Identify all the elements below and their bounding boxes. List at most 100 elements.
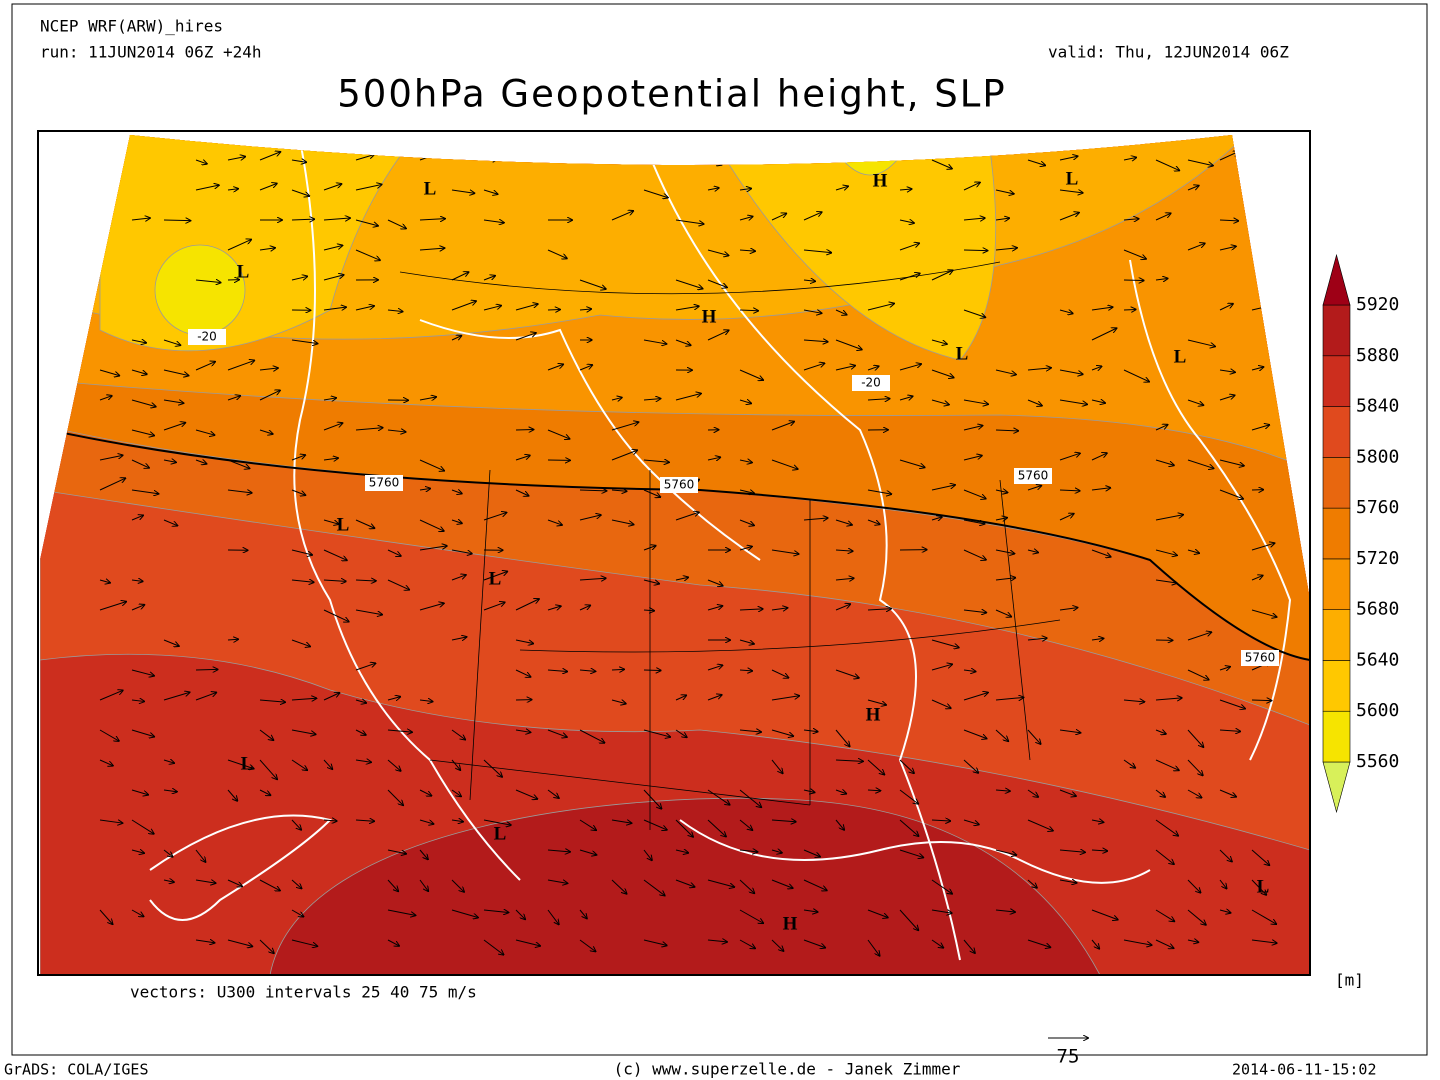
wind-vector xyxy=(867,519,880,524)
wind-vector xyxy=(1123,700,1144,702)
wind-vector xyxy=(611,490,626,491)
wind-vector xyxy=(1155,730,1166,734)
wind-vector xyxy=(867,366,879,370)
wind-vector xyxy=(163,639,179,646)
coastline xyxy=(1129,259,1292,761)
wind-vector xyxy=(931,485,955,491)
wind-vector xyxy=(323,549,347,560)
wind-vector xyxy=(1059,880,1077,883)
wind-vector xyxy=(963,250,987,251)
wind-vector xyxy=(259,184,277,191)
contour-label-box xyxy=(1241,650,1279,666)
wind-vector xyxy=(323,398,336,400)
wind-vector xyxy=(163,692,189,701)
wind-vector xyxy=(611,519,633,525)
colorbar-label: 5720 xyxy=(1356,548,1399,569)
wind-vector xyxy=(643,546,656,551)
wind-vector xyxy=(387,549,401,556)
wind-vector xyxy=(803,879,827,890)
wind-vector xyxy=(1187,940,1198,942)
wind-vector xyxy=(579,365,592,371)
colorbar-high xyxy=(1322,253,1351,306)
wind-vector xyxy=(707,249,728,255)
colorbar-box xyxy=(1322,304,1351,357)
wind-vector xyxy=(1187,459,1214,468)
wind-vector xyxy=(355,580,376,581)
wind-vector xyxy=(835,604,850,611)
pressure-center: H xyxy=(702,306,717,327)
wind-vector xyxy=(611,879,626,894)
wind-vector xyxy=(1059,850,1085,852)
wind-vector xyxy=(451,789,461,796)
wind-vector xyxy=(995,849,1016,855)
wind-vector xyxy=(259,879,280,891)
contour-label: -20 xyxy=(861,376,881,390)
wind-vector xyxy=(1059,399,1087,404)
wind-vector xyxy=(163,760,174,763)
wind-vector xyxy=(1251,543,1274,551)
wind-vector xyxy=(579,279,606,289)
wind-vector xyxy=(643,849,652,860)
wind-vector xyxy=(1187,399,1203,405)
wind-vector xyxy=(995,218,1009,220)
wind-vector xyxy=(1123,759,1135,768)
wind-vector xyxy=(675,695,686,701)
pressure-center: H xyxy=(873,170,888,191)
timestamp: 2014-06-11-15:02 xyxy=(1232,1061,1377,1079)
wind-vector xyxy=(803,790,814,792)
wind-vector xyxy=(995,578,1015,580)
wind-vector xyxy=(931,910,952,913)
wind-vector xyxy=(547,879,567,883)
wind-vector xyxy=(963,519,984,524)
wind-vector xyxy=(291,219,314,220)
wind-vector xyxy=(995,549,1014,554)
contour-label: 5760 xyxy=(369,476,400,490)
wind-vector xyxy=(1091,909,1118,920)
wind-vector xyxy=(867,399,890,400)
wind-vector xyxy=(739,639,754,644)
wind-vector xyxy=(739,519,754,525)
wind-vector xyxy=(291,939,317,946)
wind-vector xyxy=(995,729,1008,741)
wind-vector xyxy=(99,478,125,491)
wind-vector xyxy=(643,399,660,400)
wind-vector xyxy=(931,939,943,948)
wind-vector xyxy=(131,340,146,343)
wind-vector xyxy=(451,575,466,581)
wind-vector xyxy=(1219,789,1236,797)
wind-vector xyxy=(867,155,879,161)
wind-vector xyxy=(323,693,339,701)
wind-vector xyxy=(963,610,986,613)
wind-vector xyxy=(131,819,154,834)
wind-vector xyxy=(643,610,654,611)
wind-vector xyxy=(963,729,987,738)
wind-vector xyxy=(227,396,240,401)
wind-vector xyxy=(739,789,761,807)
wind-vector xyxy=(387,730,412,732)
coastline xyxy=(293,139,521,881)
wind-vector xyxy=(99,602,126,611)
wind-vector xyxy=(131,700,144,701)
pressure-center: L xyxy=(494,823,507,844)
wind-vector xyxy=(291,879,301,888)
wind-vector xyxy=(643,489,660,497)
colorbar-box xyxy=(1322,355,1351,407)
wind-vector xyxy=(1059,453,1080,461)
wind-vector xyxy=(163,849,172,857)
wind-vector xyxy=(867,699,886,705)
wind-vector xyxy=(611,211,633,221)
wind-vector xyxy=(579,729,604,743)
wind-vector xyxy=(739,819,752,830)
wind-vector xyxy=(355,700,366,703)
wind-vector xyxy=(1123,249,1146,259)
wind-vector xyxy=(259,248,275,250)
colorbar-box xyxy=(1322,660,1351,712)
colorbar: 5560 5600 5640 5680 5720 5760 5800 5840 5880 5920 xyxy=(1322,253,1399,814)
wind-vector xyxy=(803,363,824,371)
wind-vector xyxy=(707,457,720,460)
copyright: (c) www.superzelle.de - Janek Zimmer xyxy=(614,1060,961,1079)
wind-vector xyxy=(227,240,251,251)
wind-vector xyxy=(739,250,755,251)
wind-vector xyxy=(739,160,754,161)
wind-vector xyxy=(1219,879,1227,888)
